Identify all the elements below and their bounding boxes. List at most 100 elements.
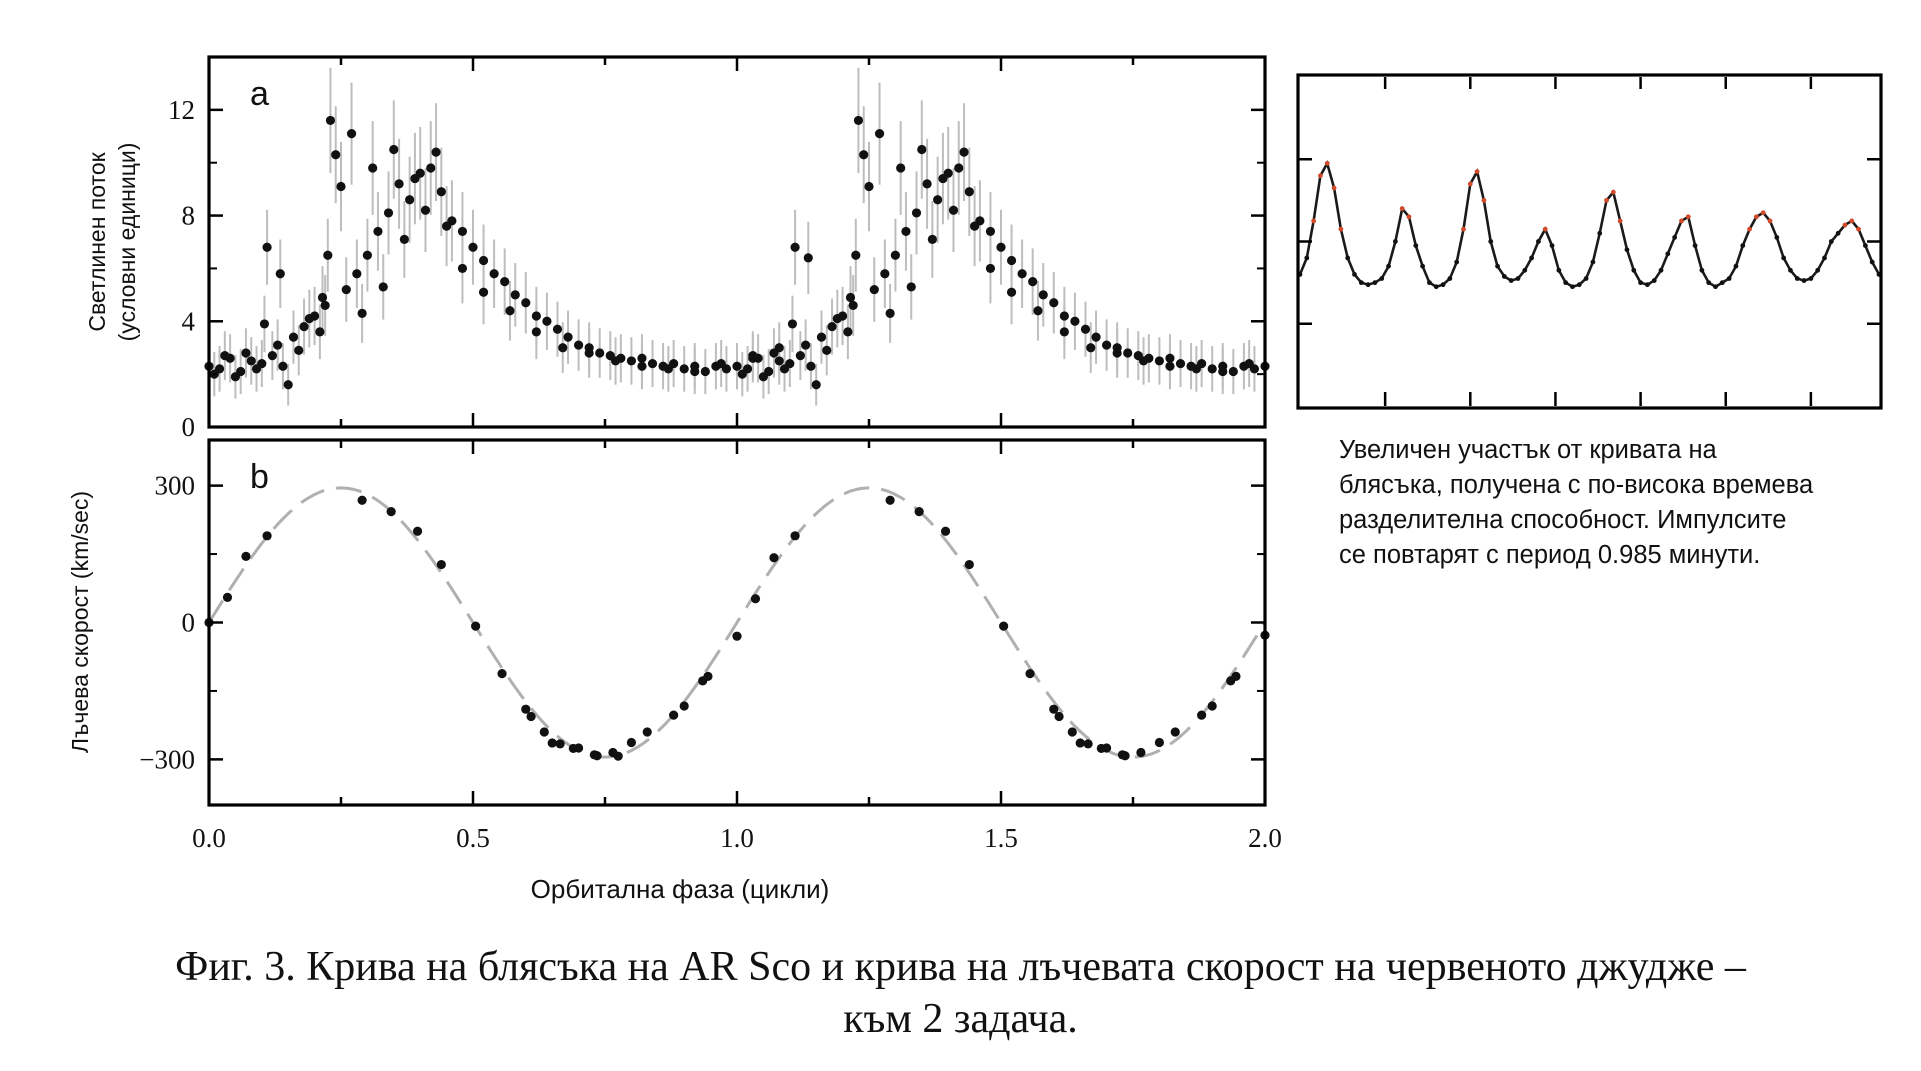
data-point: [613, 751, 623, 761]
data-point: [294, 345, 304, 355]
data-point: [787, 319, 798, 329]
data-point: [885, 495, 895, 505]
data-point: [574, 340, 584, 350]
data-point: [769, 553, 779, 563]
inset-sample: [1624, 247, 1630, 253]
data-point: [954, 163, 964, 173]
data-point: [383, 208, 394, 218]
data-point: [442, 221, 452, 231]
inset-caption: Увеличен участък от кривата на блясъка, …: [1339, 433, 1899, 573]
data-point: [555, 739, 565, 749]
data-point: [389, 144, 399, 155]
data-point: [999, 621, 1009, 631]
data-point: [1054, 711, 1064, 722]
data-point: [1067, 727, 1077, 737]
inset-sample: [1815, 267, 1821, 273]
data-point: [1083, 739, 1093, 749]
panel-b-xlabel: Орбитална фаза (цикли): [531, 874, 830, 904]
data-point: [933, 195, 943, 205]
inset-sample: [1719, 280, 1725, 286]
data-point: [690, 366, 700, 377]
inset-caption-line: Увеличен участък от кривата на: [1339, 436, 1717, 464]
data-point: [241, 348, 251, 358]
inset-sample: [1597, 230, 1603, 236]
inset-sample: [1311, 218, 1317, 224]
data-point: [795, 351, 805, 361]
data-point: [574, 743, 584, 753]
data-point: [230, 372, 240, 382]
data-point: [940, 526, 951, 536]
data-point: [259, 319, 270, 329]
data-point: [758, 372, 769, 382]
data-point: [592, 751, 602, 761]
inset-sample: [1324, 160, 1330, 166]
data-point: [478, 287, 489, 297]
panel-a-ytick-labels: 0 4 8 12: [168, 95, 196, 442]
data-point: [386, 507, 396, 517]
xtick-label: 0.5: [456, 823, 490, 853]
data-point: [922, 179, 932, 189]
data-point: [246, 356, 256, 366]
figure-caption-line: Фиг. 3. Крива на блясъка на AR Sco и кри…: [175, 944, 1746, 990]
data-point: [1123, 348, 1133, 358]
panel-a-frame: [207, 55, 1267, 429]
data-point: [526, 711, 536, 722]
data-point: [431, 147, 441, 157]
data-point: [241, 551, 251, 561]
inset-sample: [1386, 263, 1391, 269]
data-point: [859, 150, 869, 160]
data-point: [832, 314, 842, 324]
data-point: [267, 351, 277, 361]
inset-sample: [1304, 255, 1310, 261]
inset-sample: [1399, 206, 1405, 212]
data-point: [911, 208, 922, 218]
ytick-label: 0: [182, 412, 196, 442]
data-point: [626, 737, 637, 748]
data-point: [262, 531, 272, 541]
data-point: [1006, 287, 1017, 297]
inset-sample: [1685, 214, 1691, 220]
data-point: [885, 308, 895, 318]
data-point: [1218, 366, 1228, 377]
inset-sample: [1631, 267, 1637, 273]
data-point: [283, 380, 293, 390]
inset-sample: [1515, 276, 1521, 281]
inset-sample: [1788, 267, 1793, 273]
inset-sample: [1835, 230, 1841, 236]
data-point: [547, 738, 557, 748]
inset-sample: [1822, 255, 1827, 261]
data-point: [669, 710, 679, 720]
figure-caption-line: към 2 задача.: [843, 996, 1078, 1042]
inset-sample: [1427, 280, 1432, 286]
data-point: [1244, 358, 1254, 369]
inset-sample: [1338, 226, 1344, 232]
inset-sample: [1713, 284, 1718, 290]
inset-sample: [1645, 282, 1650, 288]
inset-sample: [1570, 284, 1575, 290]
data-point: [1191, 364, 1201, 374]
inset-sample: [1583, 276, 1589, 281]
data-point: [737, 369, 747, 379]
ytick-label: 12: [168, 95, 195, 125]
panel-b-ylabel: Лъчева скорост (km/sec): [67, 491, 93, 753]
inset-sample: [1651, 278, 1657, 283]
data-point: [325, 115, 336, 126]
data-point: [478, 255, 489, 266]
data-point: [1165, 361, 1175, 371]
inset-sample: [1536, 239, 1541, 244]
data-point: [642, 727, 652, 737]
data-point: [304, 314, 314, 324]
data-point: [869, 284, 879, 295]
panel-a-label: a: [250, 75, 269, 113]
inset-sample: [1679, 218, 1684, 224]
panel-a-lightcurve: a Светлинен поток (условни единици) 0 4 8 1…: [84, 55, 1270, 442]
inset-sample: [1379, 276, 1385, 281]
ytick-label: 8: [182, 201, 196, 231]
data-point: [412, 526, 423, 536]
inset-sample: [1828, 239, 1834, 244]
data-point: [1175, 358, 1186, 369]
data-point: [1070, 316, 1080, 326]
data-point: [595, 348, 605, 358]
inset-sample: [1781, 255, 1787, 261]
